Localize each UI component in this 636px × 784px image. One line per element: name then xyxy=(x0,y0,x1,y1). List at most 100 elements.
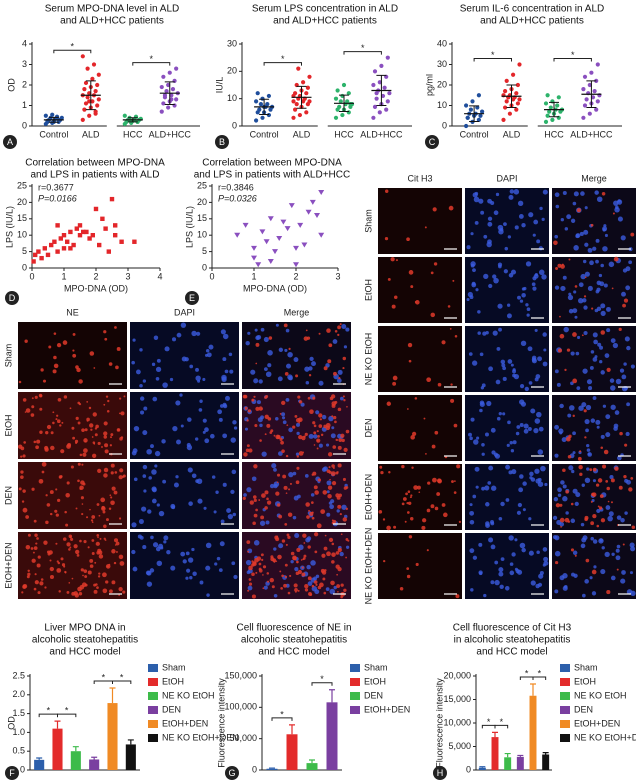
y-tick-label: 1.0 xyxy=(12,727,25,737)
signal xyxy=(76,554,80,557)
signal xyxy=(410,285,414,289)
nucleus xyxy=(513,189,520,195)
data-point xyxy=(304,110,309,115)
signal xyxy=(311,584,315,588)
signal xyxy=(116,347,121,351)
signal xyxy=(36,537,39,540)
signal xyxy=(276,473,281,477)
nucleus xyxy=(152,396,158,402)
data-point xyxy=(555,103,560,108)
signal xyxy=(401,502,405,506)
signal xyxy=(34,573,37,576)
signal xyxy=(284,523,288,526)
nucleus xyxy=(323,466,328,472)
nucleus xyxy=(479,408,483,413)
signal xyxy=(103,473,108,478)
nucleus xyxy=(230,489,235,494)
signal xyxy=(110,436,113,439)
signal xyxy=(247,409,251,413)
chart-title: Liver MPO DNA in xyxy=(44,623,125,634)
error-bar xyxy=(492,731,498,738)
data-point xyxy=(371,82,376,88)
nucleus xyxy=(231,561,236,566)
signal xyxy=(86,401,89,403)
nucleus xyxy=(185,576,189,580)
signal xyxy=(253,395,256,398)
nucleus xyxy=(530,408,536,414)
nucleus xyxy=(318,380,324,386)
nucleus xyxy=(341,324,347,330)
data-point xyxy=(83,101,89,106)
nucleus xyxy=(524,386,530,392)
nucleus xyxy=(519,384,525,389)
legend-swatch xyxy=(148,706,158,714)
signal xyxy=(407,501,412,505)
nucleus xyxy=(138,519,144,525)
nucleus xyxy=(469,503,473,507)
signal xyxy=(590,500,593,503)
signal xyxy=(49,559,52,562)
nucleus xyxy=(553,496,559,502)
signal xyxy=(342,477,346,481)
signal xyxy=(331,464,335,468)
nucleus xyxy=(497,262,503,267)
signal xyxy=(555,503,561,508)
nucleus xyxy=(483,593,487,598)
signal xyxy=(94,561,97,564)
signal xyxy=(415,300,420,305)
signal xyxy=(66,590,70,594)
nucleus xyxy=(579,231,584,236)
nucleus xyxy=(345,327,350,332)
signal xyxy=(55,488,58,491)
nucleus xyxy=(508,273,514,278)
signal xyxy=(246,444,250,448)
y-tick-label: 10 xyxy=(197,230,207,240)
sd-bar xyxy=(85,80,96,111)
signal xyxy=(262,565,267,569)
signal xyxy=(623,474,627,479)
nucleus xyxy=(205,353,209,357)
nucleus xyxy=(596,306,602,312)
nucleus xyxy=(311,361,316,367)
data-point xyxy=(167,70,172,75)
nucleus xyxy=(470,232,474,236)
nucleus xyxy=(586,448,591,452)
y-tick-label: 20 xyxy=(227,66,237,76)
signal xyxy=(73,544,78,549)
nucleus xyxy=(600,370,605,375)
nucleus xyxy=(151,362,156,367)
signal xyxy=(260,515,265,520)
signal xyxy=(611,287,614,290)
y-tick-label: 5 xyxy=(202,246,207,256)
micrograph xyxy=(242,322,351,389)
nucleus xyxy=(285,328,290,333)
data-point xyxy=(251,245,257,251)
signal xyxy=(555,561,559,565)
data-point xyxy=(103,226,108,231)
data-point xyxy=(50,112,55,117)
signal xyxy=(434,430,439,435)
legend-swatch xyxy=(148,734,158,742)
nucleus xyxy=(142,430,148,436)
signal xyxy=(25,544,31,550)
signal xyxy=(91,515,96,519)
nucleus xyxy=(329,588,336,595)
data-point xyxy=(584,97,589,102)
signal xyxy=(581,334,584,337)
signal xyxy=(45,520,49,525)
signal xyxy=(65,523,69,527)
signal xyxy=(308,374,312,377)
signal xyxy=(297,569,302,575)
signal xyxy=(432,477,437,483)
signal xyxy=(284,575,288,578)
nucleus xyxy=(205,349,210,353)
significance-label: * xyxy=(281,54,285,64)
signal xyxy=(323,366,328,371)
nucleus xyxy=(630,364,635,369)
nucleus xyxy=(521,287,526,291)
nucleus xyxy=(504,586,510,591)
signal xyxy=(287,535,291,540)
nucleus xyxy=(469,519,475,525)
y-axis-label: Fluorescence intensity xyxy=(434,678,444,768)
signal xyxy=(319,418,322,421)
